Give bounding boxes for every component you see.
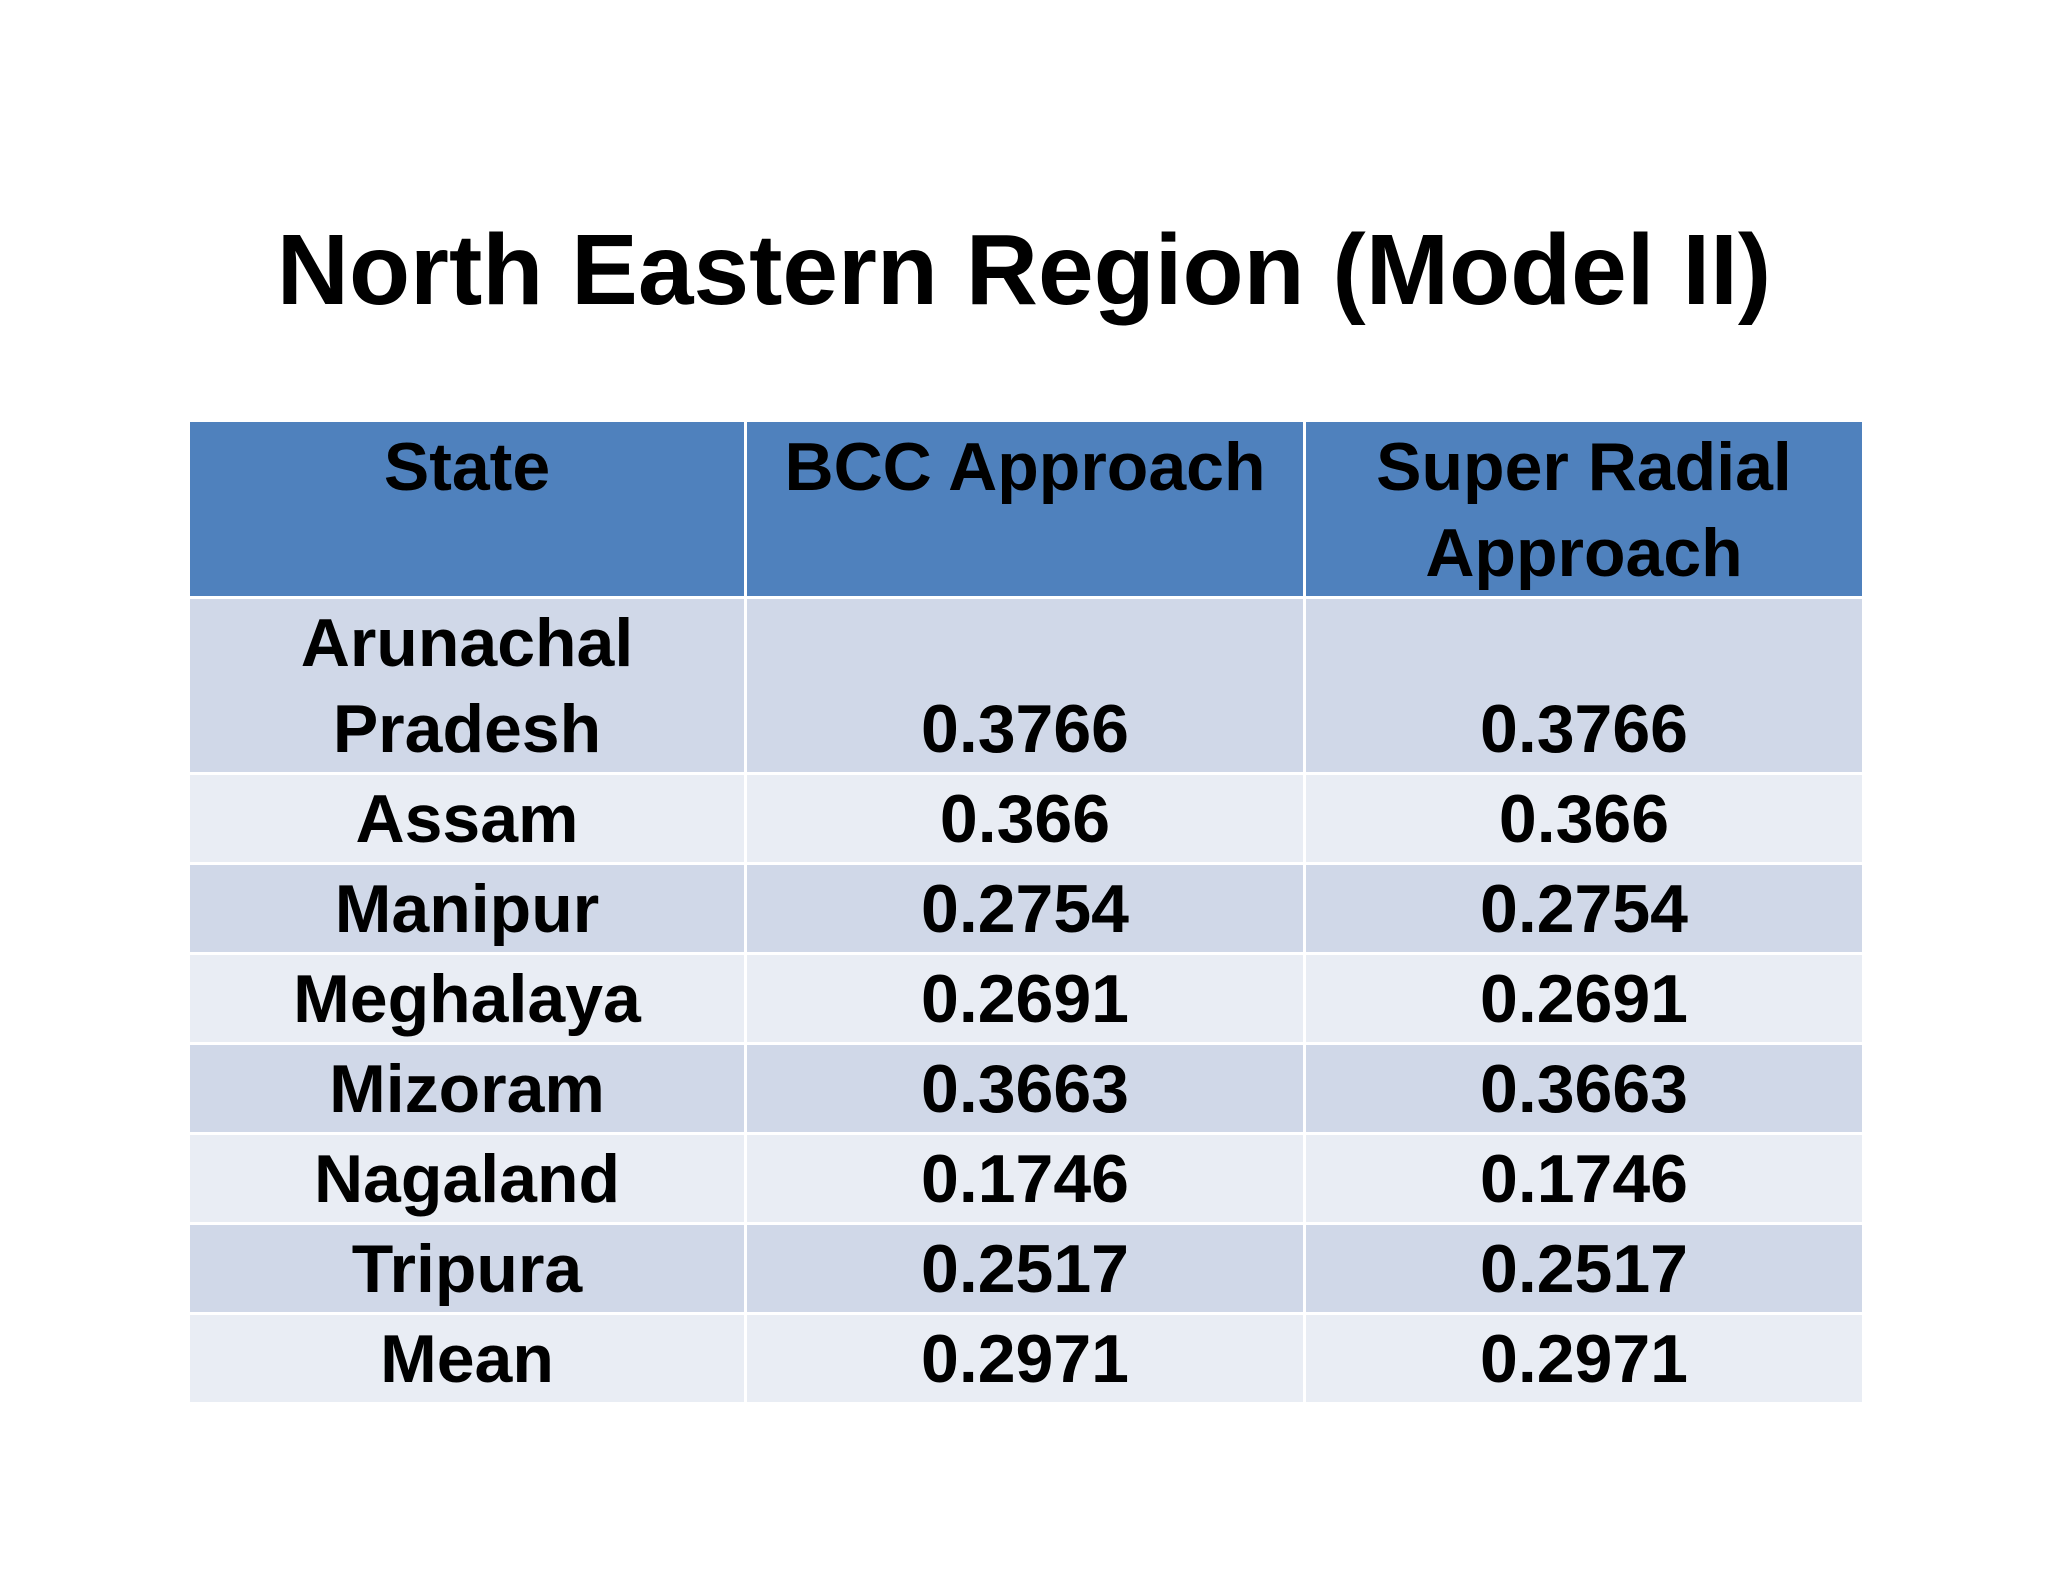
bcc-value-cell: 0.2691: [744, 952, 1306, 1045]
table-row: Meghalaya 0.2691 0.2691: [187, 952, 1865, 1045]
table-row: Assam 0.366 0.366: [187, 772, 1865, 865]
table-row: Manipur 0.2754 0.2754: [187, 862, 1865, 955]
header-super-radial-approach: Super Radial Approach: [1303, 419, 1865, 599]
table-row: Nagaland 0.1746 0.1746: [187, 1132, 1865, 1225]
bcc-value-cell: 0.3766: [744, 596, 1306, 775]
super-radial-value-cell: 0.1746: [1303, 1132, 1865, 1225]
super-radial-value-cell: 0.2754: [1303, 862, 1865, 955]
super-radial-value-cell: 0.2971: [1303, 1312, 1865, 1405]
bcc-value-cell: 0.2754: [744, 862, 1306, 955]
super-radial-value-cell: 0.2517: [1303, 1222, 1865, 1315]
super-radial-value-cell: 0.3766: [1303, 596, 1865, 775]
table-row: Mizoram 0.3663 0.3663: [187, 1042, 1865, 1135]
state-cell: Manipur: [187, 862, 747, 955]
state-cell: Mizoram: [187, 1042, 747, 1135]
super-radial-value-cell: 0.3663: [1303, 1042, 1865, 1135]
state-cell: Assam: [187, 772, 747, 865]
bcc-value-cell: 0.1746: [744, 1132, 1306, 1225]
bcc-value-cell: 0.3663: [744, 1042, 1306, 1135]
state-cell: Arunachal Pradesh: [187, 596, 747, 775]
table-row-mean: Mean 0.2971 0.2971: [187, 1312, 1865, 1405]
table-row: Arunachal Pradesh 0.3766 0.3766: [187, 596, 1865, 775]
state-cell: Nagaland: [187, 1132, 747, 1225]
table-row: Tripura 0.2517 0.2517: [187, 1222, 1865, 1315]
state-cell: Tripura: [187, 1222, 747, 1315]
header-bcc-approach: BCC Approach: [744, 419, 1306, 599]
bcc-value-cell: 0.2971: [744, 1312, 1306, 1405]
results-table: State BCC Approach Super Radial Approach…: [187, 419, 1865, 1405]
table-header-row: State BCC Approach Super Radial Approach: [187, 419, 1865, 599]
bcc-value-cell: 0.366: [744, 772, 1306, 865]
super-radial-value-cell: 0.2691: [1303, 952, 1865, 1045]
state-cell: Meghalaya: [187, 952, 747, 1045]
header-state: State: [187, 419, 747, 599]
state-cell: Mean: [187, 1312, 747, 1405]
super-radial-value-cell: 0.366: [1303, 772, 1865, 865]
slide-title: North Eastern Region (Model II): [276, 214, 1772, 326]
bcc-value-cell: 0.2517: [744, 1222, 1306, 1315]
